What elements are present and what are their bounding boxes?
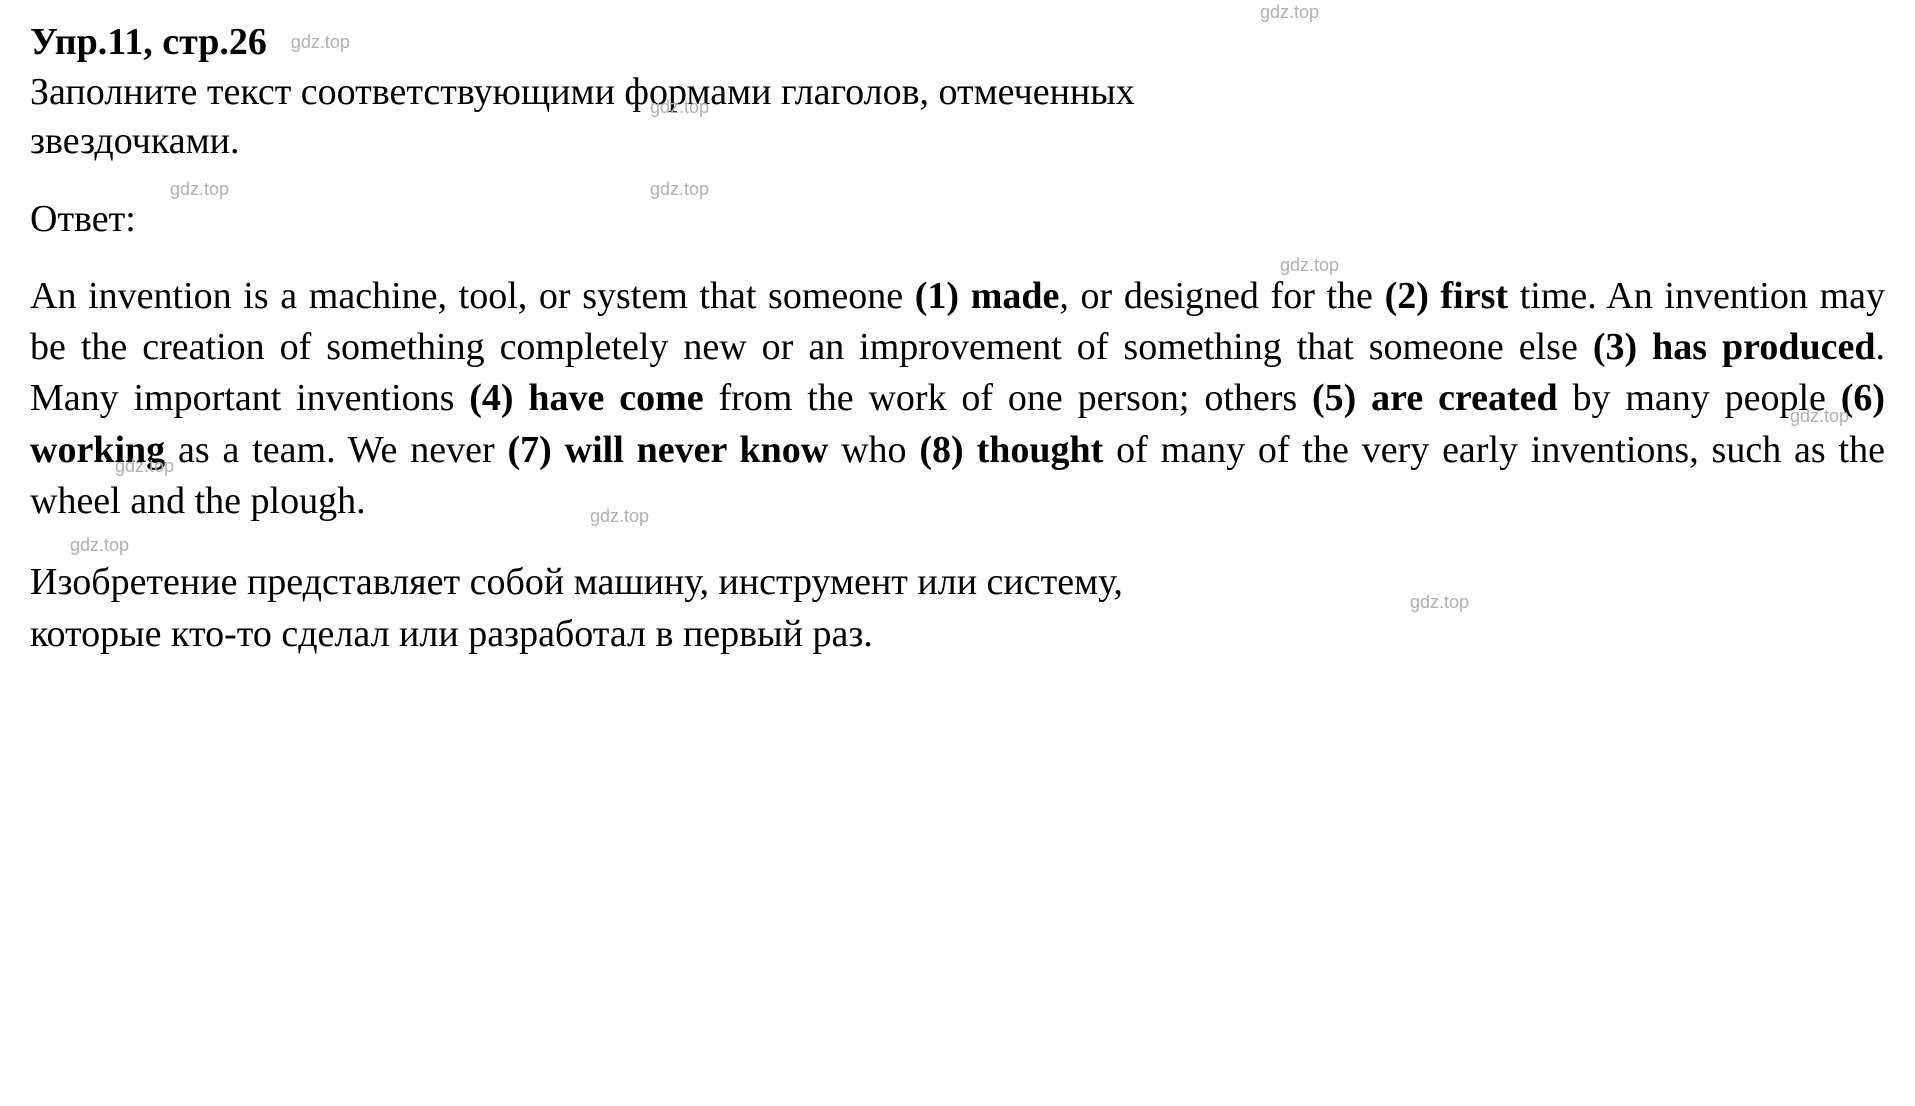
answer-part8: who (828, 429, 919, 471)
exercise-title: Упр.11, стр.26 (30, 21, 267, 63)
answer-bold8: (8) thought (919, 429, 1103, 471)
watermark-answer-1: gdz.top (1280, 253, 1339, 277)
answer-part2: , or designed for the (1059, 275, 1384, 317)
watermark-instruction: gdz.top (650, 96, 709, 119)
instruction-line2: звездочками. (30, 120, 239, 162)
watermark-answer-4: gdz.top (590, 504, 649, 528)
answer-part7: as a team. We never (165, 429, 507, 471)
answer-label-section: Ответ: gdz.top gdz.top (30, 197, 1885, 241)
watermark-top-right: gdz.top (1260, 2, 1319, 23)
translation-section: gdz.top gdz.top Изобретение представляет… (30, 557, 1885, 660)
watermark-answer-2: gdz.top (1790, 404, 1849, 428)
answer-label: Ответ: (30, 198, 136, 240)
translation-line2: которые кто-то сделал или разработал в п… (30, 613, 873, 655)
answer-part1: An invention is a machine, tool, or syst… (30, 275, 915, 317)
watermark-header: gdz.top (291, 32, 350, 52)
instruction-line1: Заполните текст соответствующими формами… (30, 71, 1135, 113)
watermark-translation-2: gdz.top (1410, 590, 1469, 614)
answer-bold4: (4) have come (469, 377, 703, 419)
answer-bold2: (2) first (1385, 275, 1508, 317)
answer-text-section: gdz.top gdz.top gdz.top gdz.top An inven… (30, 271, 1885, 527)
answer-bold1: (1) made (915, 275, 1060, 317)
answer-bold3: (3) has produced (1593, 326, 1876, 368)
header-section: Упр.11, стр.26 gdz.top gdz.top (30, 20, 1885, 64)
answer-bold7: (7) will never know (508, 429, 829, 471)
watermark-answer-3: gdz.top (115, 454, 174, 478)
watermark-translation-1: gdz.top (70, 533, 129, 557)
translation-line1: Изобретение представляет собой машину, и… (30, 561, 1123, 603)
watermark-answer-mid: gdz.top (650, 179, 709, 200)
answer-bold5: (5) are created (1312, 377, 1558, 419)
answer-part5: from the work of one person; others (704, 377, 1312, 419)
instruction-section: Заполните текст соответствующими формами… (30, 68, 1885, 167)
document-container: Упр.11, стр.26 gdz.top gdz.top Заполните… (30, 20, 1885, 660)
watermark-answer-label: gdz.top (170, 179, 229, 200)
